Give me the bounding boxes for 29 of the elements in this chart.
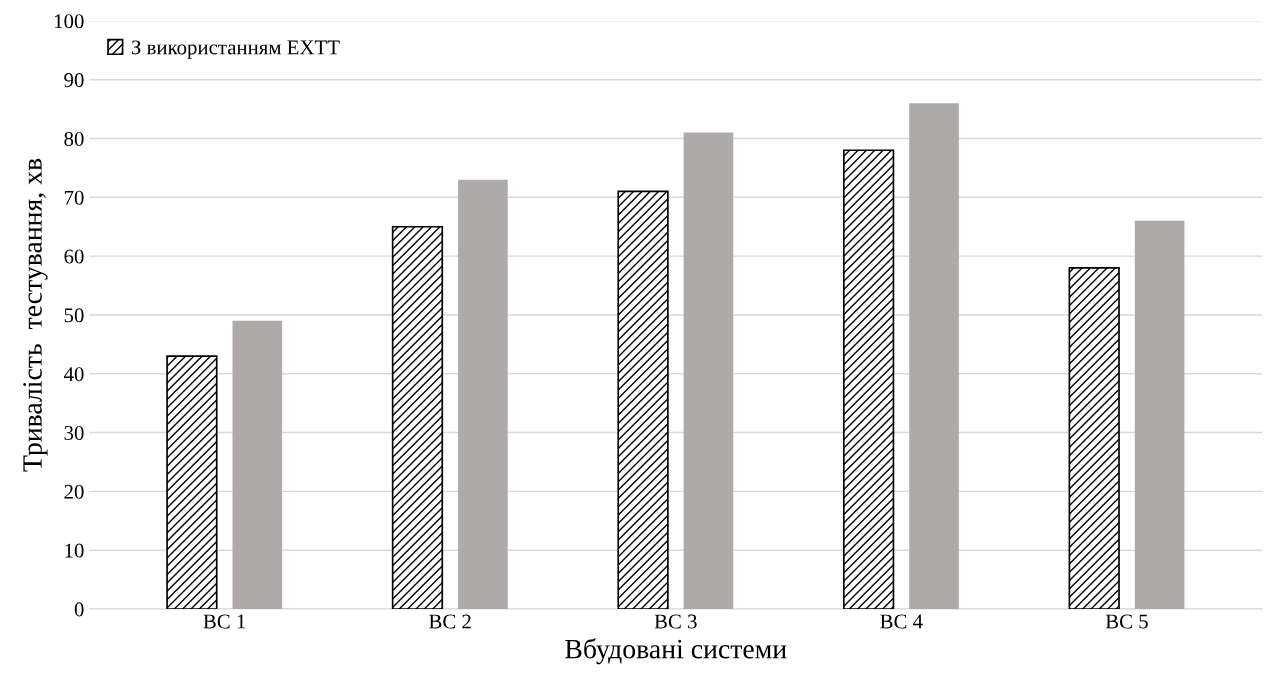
bar: [458, 179, 508, 609]
y-tick-label: 50: [64, 308, 84, 323]
y-tick-label: 30: [64, 425, 84, 440]
y-axis-title: Тривалість тестування, хв: [23, 158, 48, 472]
y-tick-label: 40: [63, 367, 84, 382]
bar: [842, 149, 895, 609]
y-tick-label: 70: [64, 190, 84, 205]
x-tick-label: ВС 3: [654, 614, 697, 629]
bar: [391, 225, 444, 609]
bar: [909, 103, 959, 609]
y-tick-label: 20: [64, 484, 84, 499]
y-tick-label: 80: [64, 131, 84, 146]
y-tick-label: 90: [64, 73, 84, 88]
y-tick-label: 60: [64, 249, 84, 264]
y-tick-label: 0: [74, 602, 84, 617]
y-tick-label: 100: [54, 14, 84, 29]
x-tick-label: ВС 5: [1105, 614, 1148, 629]
bar: [232, 320, 283, 609]
x-tick-label: ВС 1: [203, 614, 246, 629]
bar: [1068, 267, 1120, 609]
x-tick-label: ВС 4: [880, 614, 923, 629]
bar: [166, 355, 218, 609]
x-tick-label: ВС 2: [429, 614, 471, 629]
legend-label: З використанням EXTT: [131, 40, 340, 59]
x-axis-title: Вбудовані системи: [565, 638, 787, 665]
bar: [1134, 220, 1185, 609]
bar: [683, 132, 734, 609]
bar: [617, 190, 669, 609]
y-tick-label: 10: [65, 543, 84, 558]
